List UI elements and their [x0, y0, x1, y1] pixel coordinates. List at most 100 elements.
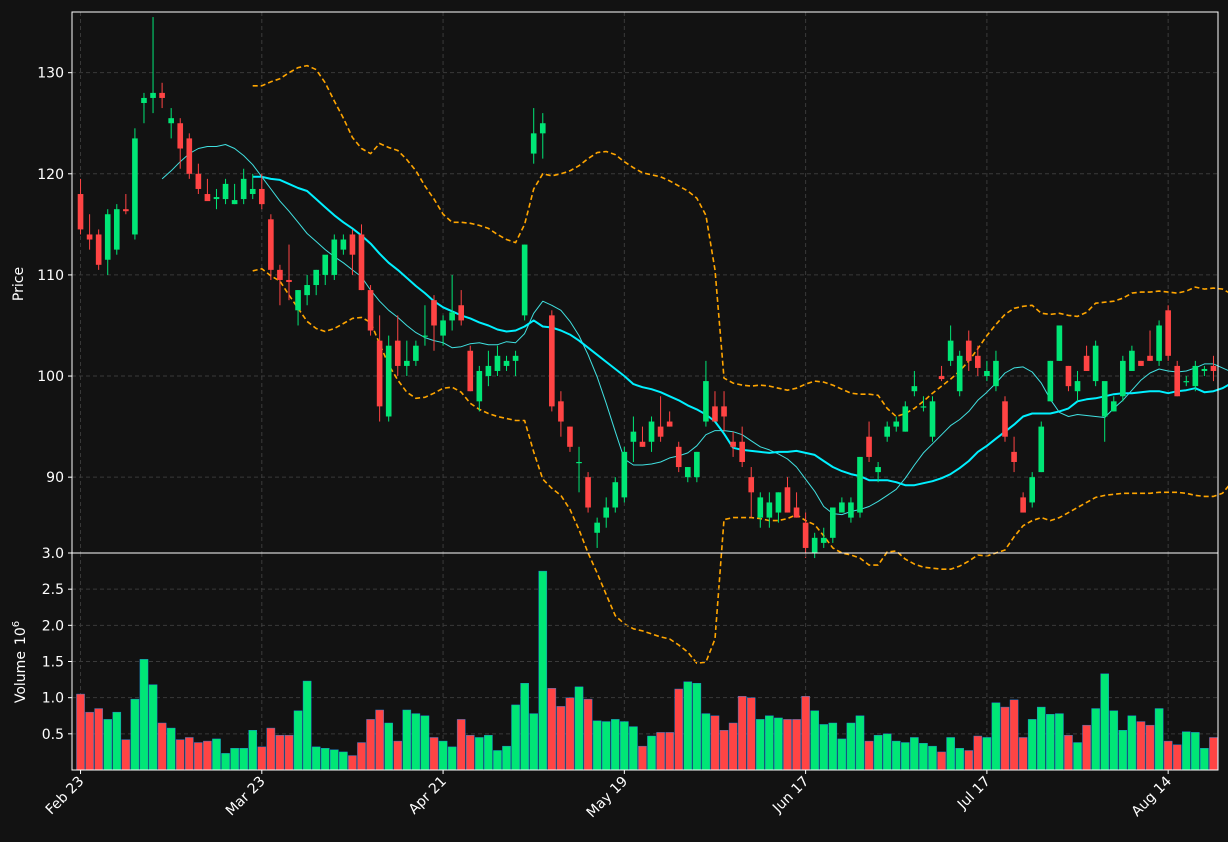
candle-body [984, 370, 990, 377]
volume-bar [837, 738, 847, 771]
candle-body [467, 350, 474, 392]
candle-body [494, 355, 501, 371]
candle-body [558, 401, 564, 422]
candle-body [1165, 310, 1171, 356]
candle-body [739, 441, 745, 462]
volume-bar [719, 730, 729, 771]
candle-body [920, 406, 927, 408]
volume-bar [185, 737, 194, 771]
volume-bar [1154, 708, 1164, 771]
candle-body [268, 219, 274, 270]
candle-body [657, 426, 664, 437]
candle-body [249, 188, 256, 195]
volume-bar [828, 722, 838, 771]
volume-bar [348, 755, 357, 771]
volume-bar [547, 688, 557, 771]
candle-body [621, 451, 628, 498]
candle-body [413, 345, 419, 361]
candle-body [829, 507, 836, 538]
candle-body [1201, 368, 1208, 371]
volume-tick-label: 0.5 [42, 727, 64, 743]
volume-bar [203, 740, 212, 771]
volume-bar [393, 740, 403, 771]
candle-body [104, 214, 111, 260]
volume-bar [402, 709, 412, 771]
candle-body [1029, 477, 1036, 503]
candle-body [1020, 497, 1026, 513]
bollinger-bands [252, 64, 1228, 664]
volume-bar [302, 680, 312, 771]
candle-body [639, 441, 646, 447]
candle-body [1192, 365, 1199, 387]
volume-tick-label: 3.0 [42, 546, 64, 562]
volume-bar [456, 719, 466, 771]
volume-bar [765, 715, 774, 771]
candle-body [177, 123, 184, 149]
price-panel: 90 100 110 120 130 Price [11, 11, 1228, 664]
volume-bar [239, 748, 248, 771]
candle-body [485, 365, 492, 377]
volume-bar [257, 746, 267, 771]
candle-body [585, 477, 591, 508]
upper-band-line [252, 64, 1228, 418]
volume-bar [366, 719, 375, 771]
candle-body [385, 345, 392, 417]
volume-bar [266, 727, 276, 771]
candle-body [1147, 355, 1153, 361]
candle-body [1047, 360, 1054, 402]
volume-bar [556, 706, 566, 771]
volume-bar [819, 724, 829, 771]
volume-bar [1036, 706, 1046, 771]
candle-body [748, 477, 755, 493]
volume-bar [665, 732, 674, 771]
candle-body [965, 340, 972, 361]
volume-panel-frame [71, 552, 1219, 771]
volume-bar [375, 709, 384, 771]
candle-body [1156, 325, 1162, 361]
volume-bar [692, 683, 702, 771]
candle-body [1056, 325, 1063, 361]
volume-bar [493, 750, 502, 771]
candle-body [1183, 381, 1190, 383]
candle-body [911, 386, 918, 392]
candle-body [721, 406, 727, 417]
candle-body [766, 502, 773, 518]
candle-body [86, 234, 93, 240]
volume-bar [194, 742, 203, 771]
volume-bar [873, 735, 883, 771]
volume-bar [502, 745, 511, 771]
candle-body [476, 370, 483, 402]
candle-body [1110, 401, 1117, 412]
candle-body [993, 360, 999, 387]
volume-bar [937, 751, 946, 771]
volume-bar [429, 737, 439, 771]
volume-bar [465, 735, 475, 771]
candle-body [77, 194, 84, 230]
volume-bar [384, 722, 393, 771]
volume-bar [565, 697, 575, 771]
volume-bar [946, 737, 955, 771]
candle-body [893, 421, 900, 427]
volume-bar [175, 739, 185, 771]
candle-body [929, 401, 936, 437]
price-tick-label: 110 [37, 268, 64, 284]
candle-body [186, 138, 193, 174]
candle-body [1074, 381, 1081, 392]
candle-body [394, 340, 401, 366]
sma-fast-line [161, 144, 1228, 516]
candle-body [975, 355, 981, 368]
price-tick-label: 100 [37, 369, 64, 385]
candle-body [195, 173, 202, 189]
candle-body [1210, 365, 1217, 371]
candle-body [1101, 381, 1108, 417]
volume-bar [157, 722, 167, 771]
volume-bar [330, 749, 339, 771]
candle-body [694, 451, 700, 478]
volume-bar [520, 683, 529, 771]
volume-bar [420, 715, 430, 771]
volume-bar [1191, 732, 1200, 771]
volume-tick-label: 1.5 [42, 655, 64, 671]
volume-bar [1091, 708, 1100, 771]
volume-bar [737, 696, 747, 771]
volume-bar [1009, 699, 1019, 771]
